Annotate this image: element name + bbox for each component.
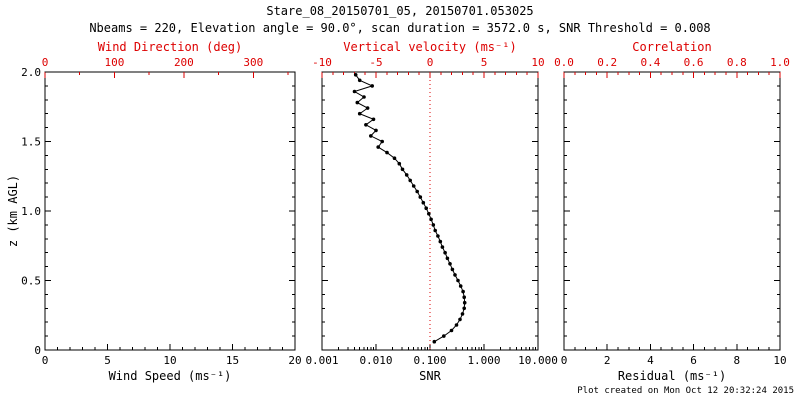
svg-text:0: 0 [427,56,434,69]
svg-text:1.000: 1.000 [467,354,500,367]
svg-text:0.010: 0.010 [359,354,392,367]
svg-text:2.0: 2.0 [21,66,41,79]
svg-text:0.6: 0.6 [684,56,704,69]
svg-text:10: 10 [773,354,786,367]
svg-text:8: 8 [733,354,740,367]
y-axis-label: z (km AGL) [6,174,20,248]
svg-text:10: 10 [163,354,176,367]
svg-text:-5: -5 [369,56,382,69]
creation-timestamp: Plot created on Mon Oct 12 20:32:24 2015 [577,386,794,396]
svg-text:2: 2 [604,354,611,367]
svg-text:0.4: 0.4 [640,56,660,69]
svg-text:15: 15 [226,354,239,367]
svg-text:0: 0 [561,354,568,367]
svg-text:5: 5 [481,56,488,69]
svg-text:1.5: 1.5 [21,136,41,149]
svg-text:0: 0 [34,344,41,357]
plot-subtitle: Nbeams = 220, Elevation angle = 90.0°, s… [89,21,711,35]
svg-text:20: 20 [288,354,301,367]
svg-text:0.5: 0.5 [21,275,41,288]
residual-axis-label: Residual (ms⁻¹) [617,369,727,383]
svg-text:100: 100 [105,56,125,69]
svg-text:0.001: 0.001 [305,354,338,367]
wind-speed-axis-label: Wind Speed (ms⁻¹) [108,369,232,383]
correlation-axis-label: Correlation [632,40,712,54]
svg-text:0.0: 0.0 [554,56,574,69]
svg-text:-10: -10 [312,56,332,69]
svg-text:1.0: 1.0 [770,56,790,69]
svg-text:0: 0 [42,56,49,69]
svg-text:4: 4 [647,354,654,367]
svg-text:0: 0 [42,354,49,367]
svg-text:0.2: 0.2 [597,56,617,69]
svg-text:200: 200 [174,56,194,69]
svg-text:300: 300 [243,56,263,69]
svg-text:5: 5 [104,354,111,367]
svg-text:1.0: 1.0 [21,205,41,218]
vertical-velocity-axis-label: Vertical velocity (ms⁻¹) [343,40,517,54]
svg-text:10.000: 10.000 [518,354,558,367]
wind-direction-axis-label: Wind Direction (deg) [97,40,243,54]
plot-title: Stare_08_20150701_05, 20150701.053025 [266,4,534,18]
svg-text:0.100: 0.100 [413,354,446,367]
svg-text:10: 10 [531,56,544,69]
snr-axis-label: SNR [419,369,441,383]
svg-text:6: 6 [690,354,697,367]
svg-text:0.8: 0.8 [727,56,747,69]
